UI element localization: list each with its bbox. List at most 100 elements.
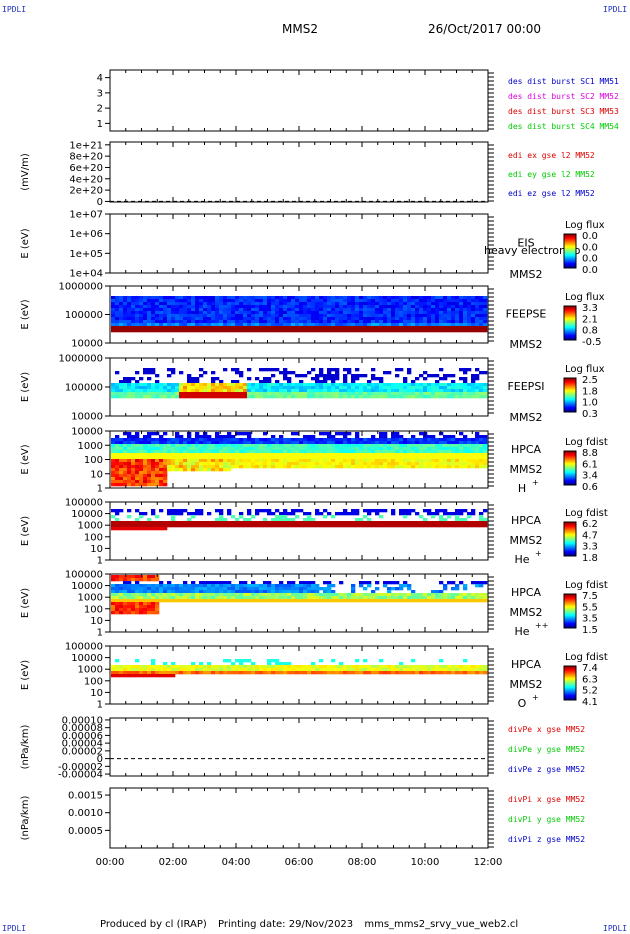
spectro-cell — [479, 665, 484, 669]
spectro-cell — [291, 450, 296, 454]
spectro-cell — [195, 314, 200, 318]
spectro-cell — [335, 456, 340, 460]
spectro-cell — [363, 308, 368, 312]
spectro-cell — [367, 509, 372, 513]
spectro-cell — [299, 438, 304, 442]
spectro-cell — [479, 302, 484, 306]
spectro-cell — [155, 462, 160, 466]
spectro-cell — [363, 665, 368, 669]
spectro-cell — [115, 308, 120, 312]
spectro-cell — [219, 581, 224, 585]
spectro-cell — [191, 468, 196, 472]
spectro-cell — [355, 326, 360, 330]
spectro-cell — [335, 444, 340, 448]
spectro-cell — [119, 465, 124, 469]
spectro-cell — [435, 524, 440, 528]
spectro-cell — [387, 438, 392, 442]
spectro-cell — [235, 593, 240, 597]
spectro-cell — [147, 432, 152, 436]
spectro-cell — [303, 459, 308, 463]
spectro-cell — [431, 459, 436, 463]
spectro-cell — [167, 392, 172, 396]
spectro-cell — [207, 441, 212, 445]
spectro-cell — [143, 465, 148, 469]
spectro-cell — [347, 368, 352, 372]
spectro-cell — [419, 444, 424, 448]
spectro-cell — [211, 329, 216, 333]
spectro-cell — [235, 441, 240, 445]
colorbar-tick-label: 4.7 — [582, 530, 598, 541]
spectro-cell — [375, 395, 380, 399]
spectro-cell — [287, 371, 292, 375]
spectro-cell — [431, 668, 436, 672]
spectro-cell — [459, 668, 464, 672]
spectro-cell — [203, 521, 208, 525]
spectro-cell — [119, 441, 124, 445]
spectro-cell — [147, 477, 152, 481]
series-label: des dist burst SC3 MM53 — [508, 107, 619, 116]
spectro-cell — [295, 317, 300, 321]
ytick-label: 100 — [84, 676, 103, 687]
spectro-cell — [451, 323, 456, 327]
spectro-cell — [203, 584, 208, 588]
spectro-cell — [319, 444, 324, 448]
spectro-cell — [183, 459, 188, 463]
spectro-cell — [179, 524, 184, 528]
spectro-cell — [411, 435, 416, 439]
spectro-cell — [135, 602, 140, 606]
spectro-cell — [479, 444, 484, 448]
spectro-cell — [263, 377, 268, 381]
spectro-cell — [427, 668, 432, 672]
spectro-cell — [271, 450, 276, 454]
spectro-cell — [175, 392, 180, 396]
spectro-cell — [315, 392, 320, 396]
spectro-cell — [235, 323, 240, 327]
spectro-cell — [263, 383, 268, 387]
spectro-cell — [191, 584, 196, 588]
spectro-cell — [111, 323, 116, 327]
spectro-cell — [475, 435, 480, 439]
spectro-cell — [431, 450, 436, 454]
spectro-cell — [115, 389, 120, 393]
spectro-cell — [343, 377, 348, 381]
spectro-cell — [415, 512, 420, 516]
spectro-cell — [411, 329, 416, 333]
spectro-cell — [287, 386, 292, 390]
spectro-cell — [163, 590, 168, 594]
spectro-cell — [223, 665, 228, 669]
spectro-cell — [331, 323, 336, 327]
spectro-cell — [315, 329, 320, 333]
spectro-cell — [259, 596, 264, 600]
spectro-cell — [311, 368, 316, 372]
spectro-cell — [287, 380, 292, 384]
spectro-cell — [307, 392, 312, 396]
spectro-cell — [147, 453, 152, 457]
spectro-cell — [411, 465, 416, 469]
spectro-cell — [291, 296, 296, 300]
spectro-cell — [271, 444, 276, 448]
spectro-cell — [231, 320, 236, 324]
spectro-cell — [139, 308, 144, 312]
spectro-cell — [171, 368, 176, 372]
series-label: edi ez gse l2 MM52 — [508, 189, 595, 198]
spectro-cell — [279, 593, 284, 597]
spectro-cell — [243, 671, 248, 675]
spectro-cell — [159, 450, 164, 454]
spectro-cell — [391, 453, 396, 457]
spectro-cell — [403, 453, 408, 457]
spectro-cell — [215, 518, 220, 522]
spectro-cell — [475, 377, 480, 381]
spectro-cell — [383, 441, 388, 445]
spectro-cell — [335, 441, 340, 445]
spectro-cell — [399, 671, 404, 675]
spectro-cell — [315, 524, 320, 528]
spectro-cell — [207, 584, 212, 588]
spectro-cell — [399, 389, 404, 393]
spectro-cell — [247, 518, 252, 522]
spectro-cell — [323, 590, 328, 594]
spectro-cell — [323, 377, 328, 381]
spectro-cell — [419, 459, 424, 463]
spectro-cell — [367, 320, 372, 324]
spectro-cell — [403, 524, 408, 528]
spectro-cell — [139, 395, 144, 399]
